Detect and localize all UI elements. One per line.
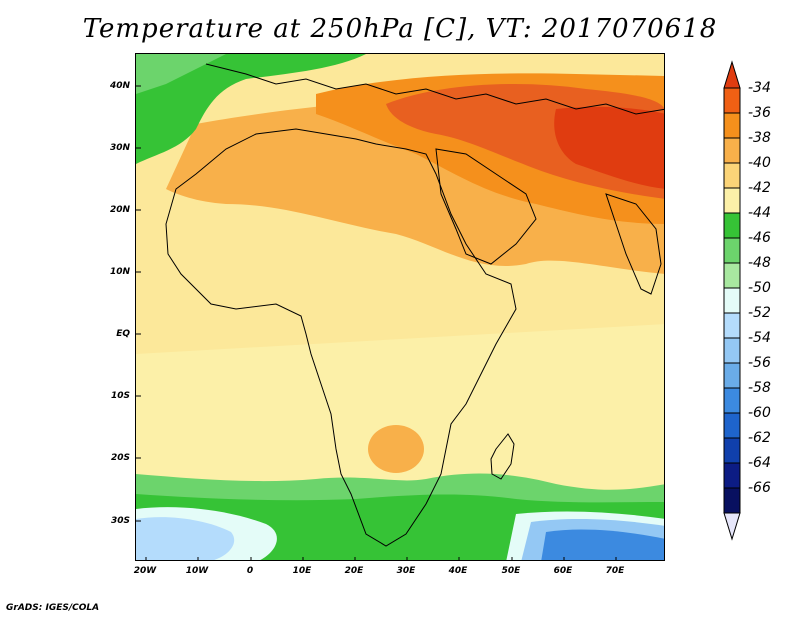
colorbar-box xyxy=(723,237,741,264)
colorbar-label: -54 xyxy=(748,330,771,346)
colorbar-label: -36 xyxy=(748,105,771,121)
colorbar-box xyxy=(723,312,741,339)
lat-label-10n: 10N xyxy=(109,267,130,277)
colorbar-label: -52 xyxy=(748,305,771,321)
colorbar-box xyxy=(723,462,741,489)
colorbar-label: -46 xyxy=(748,230,771,246)
coastline-madagascar xyxy=(490,433,515,480)
colorbar-label: -40 xyxy=(748,155,771,171)
colorbar-label: -38 xyxy=(748,130,771,146)
coastline-india xyxy=(605,193,662,295)
colorbar-box xyxy=(723,262,741,289)
lon-label-30e: 30E xyxy=(396,566,416,576)
colorbar-label: -60 xyxy=(748,405,771,421)
colorbar-box xyxy=(723,162,741,189)
colorbar-box xyxy=(723,337,741,364)
lon-label-10e: 10E xyxy=(292,566,312,576)
lat-label-eq: EQ xyxy=(116,329,130,339)
colorbar-box xyxy=(723,387,741,414)
field-lightgreen-nw xyxy=(136,54,226,94)
colorbar-top-triangle xyxy=(723,60,741,89)
map-panel xyxy=(135,53,665,561)
lat-label-10s: 10S xyxy=(110,391,130,401)
field-blue-sw xyxy=(136,517,235,560)
colorbar-label: -50 xyxy=(748,280,771,296)
coastline-europe xyxy=(205,63,664,115)
colorbar-label: -66 xyxy=(748,480,771,496)
colorbar-box xyxy=(723,412,741,439)
lon-label-50e: 50E xyxy=(501,566,521,576)
colorbar xyxy=(723,60,741,541)
lon-label-40e: 40E xyxy=(448,566,468,576)
field-red-peak xyxy=(554,106,664,189)
lon-label-10w: 10W xyxy=(185,566,209,576)
lon-label-70e: 70E xyxy=(605,566,625,576)
credit-text: GrADS: IGES/COLA xyxy=(6,603,100,613)
lat-label-20n: 20N xyxy=(109,205,130,215)
colorbar-label: -48 xyxy=(748,255,771,271)
lat-label-40n: 40N xyxy=(109,81,130,91)
colorbar-label: -34 xyxy=(748,80,771,96)
chart-title: Temperature at 250hPa [C], VT: 201707061… xyxy=(82,14,718,44)
colorbar-label: -62 xyxy=(748,430,771,446)
colorbar-box xyxy=(723,212,741,239)
colorbar-box xyxy=(723,112,741,139)
colorbar-box xyxy=(723,362,741,389)
colorbar-label: -64 xyxy=(748,455,771,471)
coastline-arabia xyxy=(435,148,537,265)
colorbar-label: -56 xyxy=(748,355,771,371)
lon-label-60e: 60E xyxy=(553,566,573,576)
colorbar-label: -58 xyxy=(748,380,771,396)
temperature-map xyxy=(136,54,664,560)
colorbar-label: -42 xyxy=(748,180,771,196)
field-orange-south xyxy=(368,425,424,473)
lon-label-20w: 20W xyxy=(133,566,157,576)
lat-label-30s: 30S xyxy=(110,516,130,526)
coastline-africa xyxy=(165,128,517,547)
colorbar-label: -44 xyxy=(748,205,771,221)
field-green-nw xyxy=(136,54,366,164)
lon-label-0: 0 xyxy=(246,566,254,576)
colorbar-box xyxy=(723,187,741,214)
field-pale-belt xyxy=(136,324,664,504)
colorbar-bottom-triangle xyxy=(723,512,741,541)
lat-label-20s: 20S xyxy=(110,453,130,463)
lat-label-30n: 30N xyxy=(109,143,130,153)
colorbar-box xyxy=(723,87,741,114)
colorbar-box xyxy=(723,287,741,314)
colorbar-box xyxy=(723,137,741,164)
colorbar-box xyxy=(723,437,741,464)
colorbar-box xyxy=(723,487,741,514)
field-deepblue-se xyxy=(541,529,664,560)
axis-ticks xyxy=(136,85,617,560)
lon-label-20e: 20E xyxy=(344,566,364,576)
